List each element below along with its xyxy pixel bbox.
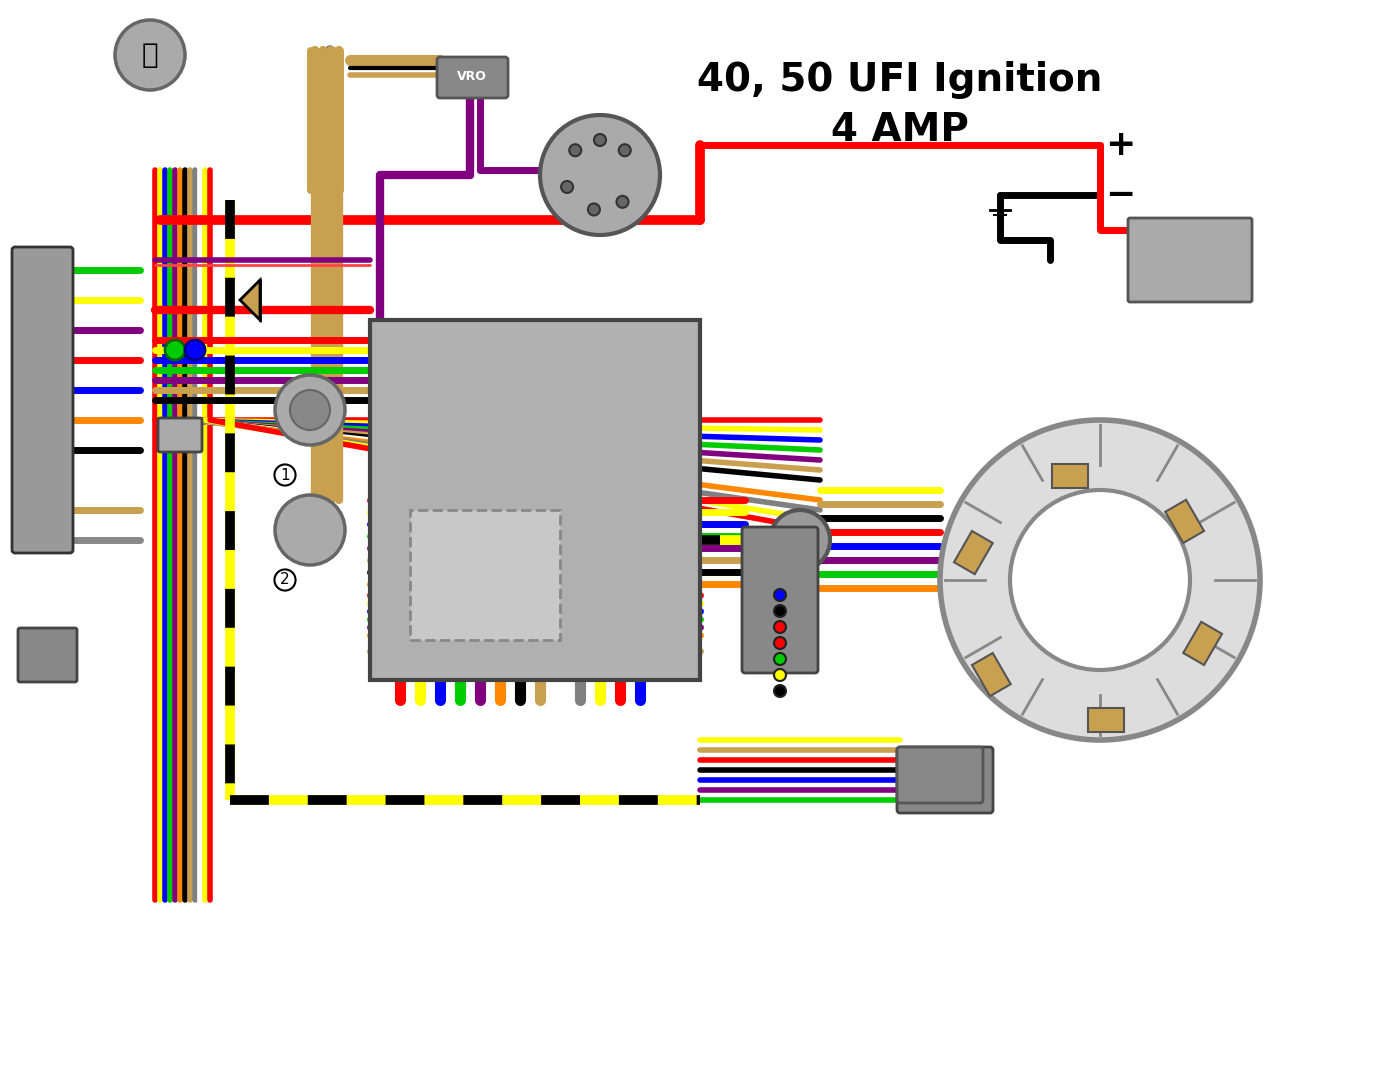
Text: −: −: [1105, 179, 1135, 212]
Circle shape: [274, 495, 344, 566]
Circle shape: [774, 589, 785, 601]
Bar: [1088, 708, 1124, 732]
Text: VRO: VRO: [456, 71, 487, 83]
FancyBboxPatch shape: [158, 418, 202, 452]
Circle shape: [115, 20, 185, 90]
Text: 1: 1: [280, 467, 290, 482]
Circle shape: [774, 621, 785, 633]
Circle shape: [570, 144, 581, 156]
FancyBboxPatch shape: [13, 247, 73, 553]
Polygon shape: [239, 280, 260, 320]
Bar: [972, 653, 1011, 696]
Text: 2: 2: [280, 573, 290, 588]
Circle shape: [619, 144, 631, 156]
Bar: [953, 531, 993, 574]
Text: 40, 50 UFI Ignition: 40, 50 UFI Ignition: [697, 61, 1103, 99]
Bar: [1183, 622, 1222, 665]
Circle shape: [165, 340, 185, 360]
Circle shape: [290, 390, 330, 430]
Bar: [1165, 500, 1204, 543]
Circle shape: [540, 115, 659, 235]
FancyBboxPatch shape: [1128, 218, 1252, 303]
Circle shape: [774, 653, 785, 665]
FancyBboxPatch shape: [897, 747, 993, 814]
Text: 4 AMP: 4 AMP: [832, 111, 969, 149]
FancyBboxPatch shape: [742, 527, 818, 673]
Circle shape: [594, 134, 606, 146]
Circle shape: [274, 375, 344, 445]
FancyBboxPatch shape: [437, 57, 508, 98]
Circle shape: [185, 340, 204, 360]
Circle shape: [774, 685, 785, 697]
Circle shape: [561, 181, 573, 193]
Circle shape: [774, 637, 785, 649]
Circle shape: [939, 420, 1260, 740]
Circle shape: [774, 605, 785, 617]
FancyBboxPatch shape: [410, 510, 560, 640]
Circle shape: [774, 669, 785, 681]
FancyBboxPatch shape: [18, 628, 77, 682]
Circle shape: [588, 203, 601, 216]
Text: +: +: [1105, 128, 1135, 162]
FancyBboxPatch shape: [370, 320, 700, 680]
Circle shape: [770, 510, 830, 570]
Circle shape: [1009, 490, 1190, 670]
Circle shape: [616, 196, 629, 207]
Text: 🔑: 🔑: [141, 41, 158, 69]
Bar: [1051, 464, 1088, 489]
FancyBboxPatch shape: [897, 747, 983, 803]
